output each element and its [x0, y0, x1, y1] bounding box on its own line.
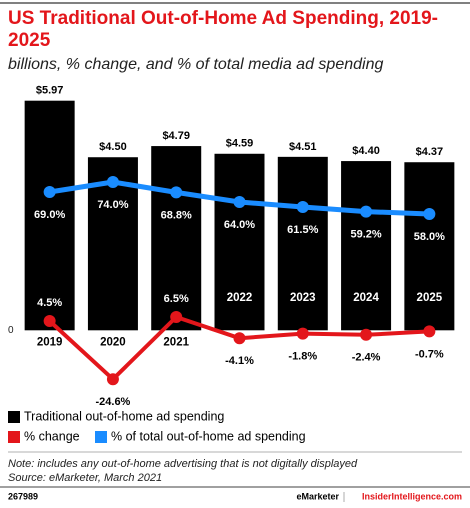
bar — [404, 162, 455, 331]
bar-value-label: $4.40 — [352, 145, 380, 157]
x-tick-label: 2022 — [227, 292, 253, 304]
bar-value-label: $4.79 — [162, 130, 190, 142]
line-value-label: -4.1% — [225, 355, 254, 367]
x-tick-label: 2021 — [163, 336, 189, 348]
bar-value-label: $4.37 — [416, 146, 444, 158]
chart-title: US Traditional Out-of-Home Ad Spending, … — [8, 8, 438, 51]
bar — [277, 156, 328, 331]
line-value-label: -2.4% — [352, 352, 381, 364]
line-marker — [106, 176, 119, 188]
legend-label: % of total out-of-home ad spending — [111, 429, 306, 443]
x-tick-label: 2024 — [353, 292, 379, 304]
legend-swatch — [95, 431, 107, 443]
bar-value-label: $4.59 — [226, 138, 254, 150]
x-tick-label: 2025 — [417, 292, 443, 304]
y-tick-label: 0 — [8, 325, 14, 336]
line-value-label: -1.8% — [288, 351, 317, 363]
legend-swatch — [8, 431, 20, 443]
x-tick-label: 2023 — [290, 292, 316, 304]
line-marker — [360, 205, 373, 218]
source: Source: eMarketer, March 2021 — [8, 472, 163, 484]
chart-subtitle: billions, % change, and % of total media… — [8, 56, 384, 73]
line-marker — [423, 325, 436, 338]
line-value-label: 69.0% — [34, 209, 65, 221]
line-value-label: 58.0% — [414, 231, 445, 243]
bar-value-label: $4.51 — [289, 141, 317, 153]
line-value-label: 4.5% — [37, 297, 62, 309]
x-tick-label: 2019 — [37, 336, 63, 348]
line-marker — [296, 201, 309, 213]
line-value-label: 74.0% — [97, 199, 128, 211]
bar — [341, 161, 392, 331]
line-marker — [233, 196, 246, 208]
line-marker — [43, 315, 56, 327]
bar — [24, 100, 75, 331]
line-value-label: 61.5% — [287, 224, 318, 236]
line-marker — [233, 332, 246, 345]
bar — [151, 146, 202, 331]
line-value-label: 64.0% — [224, 219, 255, 231]
line-marker — [170, 311, 183, 323]
legend-label: % change — [24, 429, 80, 443]
line-value-label: 6.5% — [164, 293, 189, 305]
line-marker — [43, 186, 56, 198]
legend-swatch — [8, 411, 20, 423]
line-marker — [170, 186, 183, 199]
bar-value-label: $4.50 — [99, 141, 127, 153]
line-marker — [296, 327, 309, 340]
line-marker — [106, 373, 119, 386]
brand-site: InsiderIntelligence.com — [362, 491, 462, 501]
legend-label: Traditional out-of-home ad spending — [24, 409, 224, 423]
line-value-label: 68.8% — [161, 209, 192, 221]
brand: eMarketer — [296, 491, 339, 501]
line-value-label: 59.2% — [350, 229, 381, 241]
note: Note: includes any out-of-home advertisi… — [8, 458, 358, 470]
line-value-label: -0.7% — [415, 348, 444, 360]
bar — [214, 153, 265, 331]
line-value-label: -24.6% — [95, 396, 130, 408]
line-marker — [423, 208, 436, 220]
bar-value-label: $5.97 — [36, 85, 64, 97]
line-marker — [360, 328, 373, 341]
chart-id: 267989 — [8, 491, 38, 501]
x-tick-label: 2020 — [100, 336, 126, 348]
